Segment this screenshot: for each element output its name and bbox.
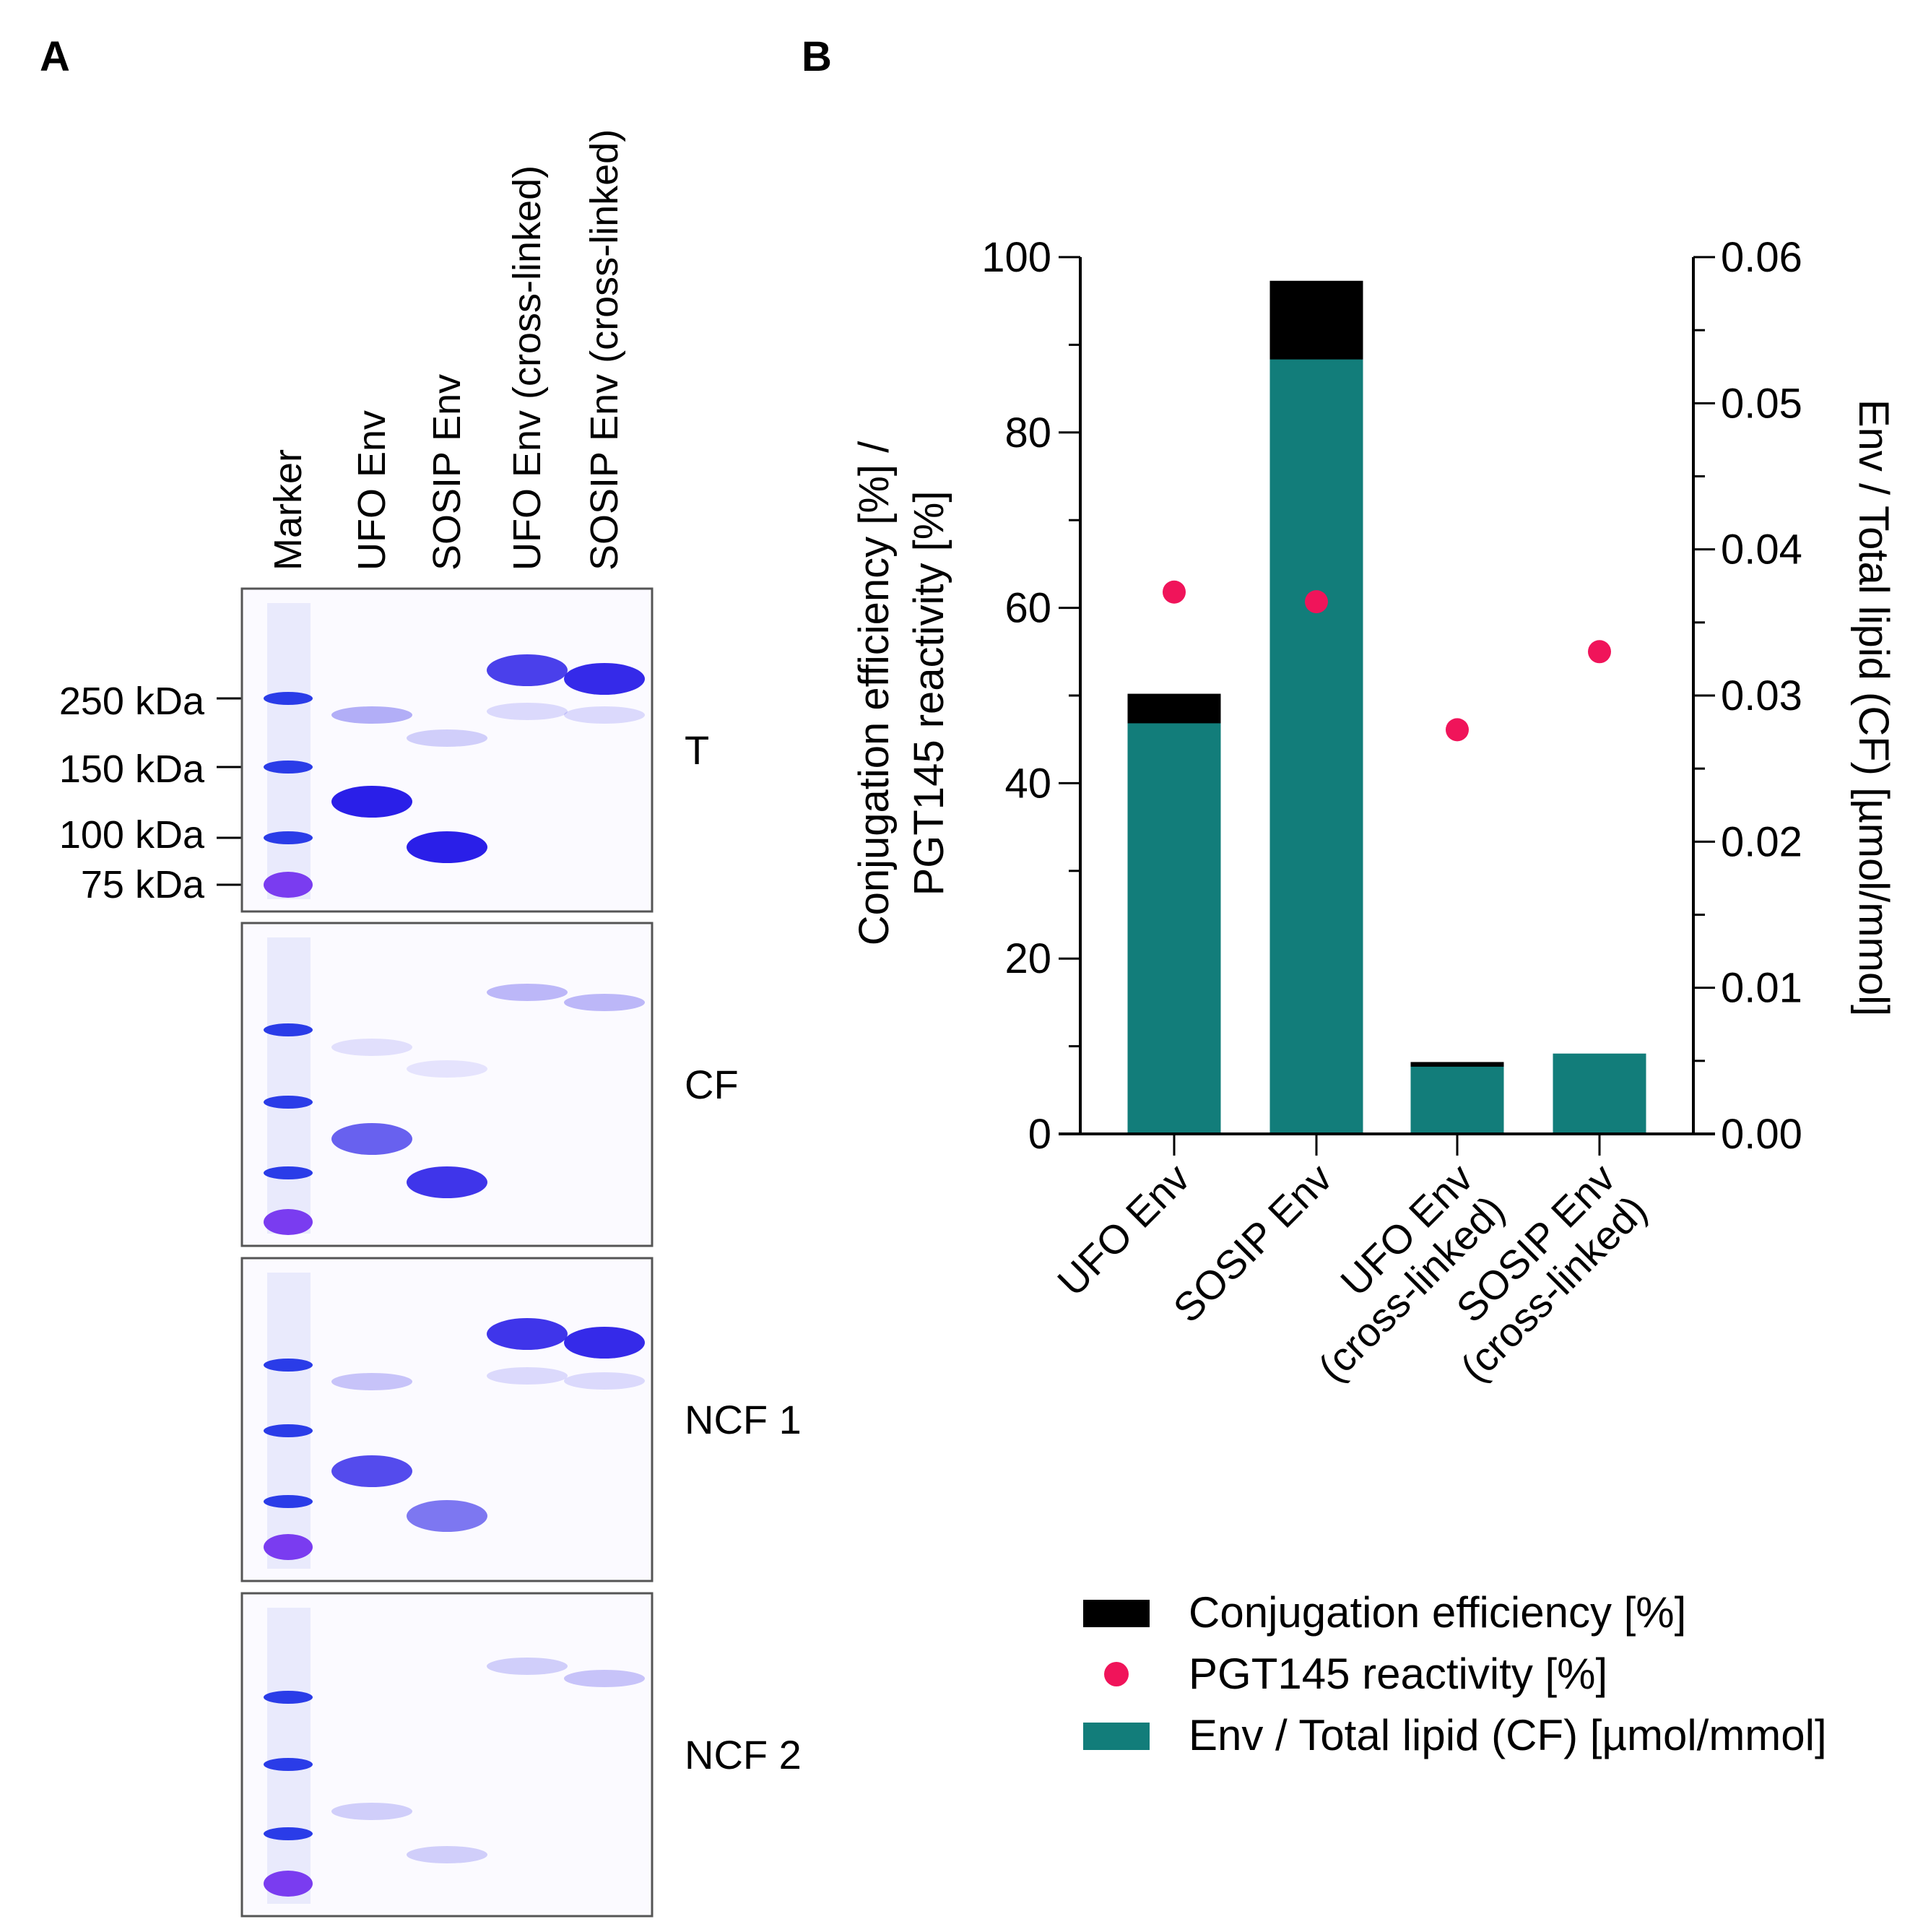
legend-label: PGT145 reactivity [%] — [1189, 1650, 1607, 1698]
gel-label: NCF 1 — [685, 1397, 802, 1442]
left-tick-label: 40 — [1004, 760, 1051, 807]
right-tick-label: 0.02 — [1721, 818, 1802, 865]
marker-band — [264, 1166, 313, 1179]
protein-band — [564, 1327, 645, 1359]
panel-b-label: B — [802, 33, 832, 80]
legend-swatch-conjugation — [1083, 1600, 1150, 1627]
marker-label: 75 kDa — [81, 863, 205, 906]
legend-swatch-pgt145 — [1104, 1662, 1129, 1686]
right-tick-label: 0.00 — [1721, 1111, 1802, 1158]
protein-band — [407, 1166, 487, 1198]
legend-swatch-env-lipid — [1083, 1723, 1150, 1750]
right-axis-label: Env / Total lipid (CF) [µmol/mmol] — [1850, 399, 1897, 1016]
right-tick-label: 0.01 — [1721, 965, 1802, 1012]
legend-label: Env / Total lipid (CF) [µmol/mmol] — [1189, 1711, 1827, 1759]
protein-band — [331, 1039, 412, 1056]
env-lipid-bar — [1127, 723, 1221, 1134]
marker-lane — [267, 937, 311, 1234]
lane-label: SOSIP Env — [425, 374, 469, 571]
left-tick-label: 20 — [1004, 935, 1051, 982]
pgt145-point — [1305, 590, 1328, 614]
protein-band — [331, 1803, 412, 1820]
protein-band — [564, 663, 645, 695]
lane-label: Marker — [266, 449, 310, 571]
right-tick-label: 0.03 — [1721, 672, 1802, 719]
protein-band — [487, 1367, 568, 1385]
env-lipid-bar — [1269, 359, 1363, 1135]
marker-band — [264, 1424, 313, 1437]
pgt145-point — [1446, 718, 1469, 742]
protein-band — [331, 1123, 412, 1155]
marker-band — [264, 761, 313, 774]
protein-band — [564, 706, 645, 724]
right-tick-label: 0.06 — [1721, 234, 1802, 281]
protein-band — [407, 1846, 487, 1863]
pgt145-point — [1588, 640, 1611, 664]
marker-band — [264, 1209, 313, 1235]
legend-label: Conjugation efficiency [%] — [1189, 1588, 1686, 1637]
marker-label: 250 kDa — [59, 680, 205, 723]
pgt145-point — [1163, 580, 1186, 604]
gel-label: NCF 2 — [685, 1732, 802, 1777]
right-tick-label: 0.04 — [1721, 527, 1802, 573]
lane-label: UFO Env — [350, 410, 394, 571]
right-tick-label: 0.05 — [1721, 380, 1802, 427]
env-lipid-bar — [1553, 1053, 1646, 1134]
protein-band — [407, 831, 487, 863]
marker-band — [264, 1758, 313, 1771]
lane-label: UFO Env (cross-linked) — [505, 165, 549, 571]
left-tick-label: 100 — [981, 234, 1051, 281]
protein-band — [331, 1373, 412, 1390]
marker-lane — [267, 1608, 311, 1904]
gel-panel: Marker UFO Env SOSIP Env UFO Env (cross-lin… — [59, 129, 802, 1918]
marker-band — [264, 1534, 313, 1560]
marker-band — [264, 1495, 313, 1508]
env-lipid-bar — [1410, 1066, 1504, 1134]
protein-band — [487, 984, 568, 1001]
x-tick-label: UFO Env — [1049, 1155, 1198, 1304]
marker-lane — [267, 1273, 311, 1569]
marker-band — [264, 692, 313, 705]
gel-label: T — [685, 727, 709, 773]
left-axis-label: Conjugation efficiency [%] / PGT145 react… — [851, 441, 952, 945]
left-tick-label: 0 — [1028, 1111, 1051, 1158]
marker-lane — [267, 603, 311, 899]
protein-band — [487, 1658, 568, 1675]
protein-band — [487, 654, 568, 686]
protein-band — [331, 786, 412, 818]
lane-label: SOSIP Env (cross-linked) — [583, 129, 626, 571]
protein-band — [487, 1318, 568, 1350]
marker-band — [264, 831, 313, 844]
protein-band — [564, 994, 645, 1011]
protein-band — [407, 1500, 487, 1532]
protein-band — [331, 1455, 412, 1487]
left-tick-label: 80 — [1004, 410, 1051, 456]
marker-band — [264, 1096, 313, 1109]
protein-band — [564, 1670, 645, 1687]
marker-label: 100 kDa — [59, 813, 205, 857]
protein-band — [564, 1372, 645, 1390]
marker-band — [264, 872, 313, 898]
marker-band — [264, 1023, 313, 1036]
gel-label: CF — [685, 1062, 739, 1107]
marker-band — [264, 1691, 313, 1704]
marker-band — [264, 1359, 313, 1372]
protein-band — [407, 729, 487, 747]
marker-label: 150 kDa — [59, 748, 205, 791]
panel-a-label: A — [40, 33, 70, 80]
marker-band — [264, 1827, 313, 1840]
marker-band — [264, 1871, 313, 1897]
protein-band — [331, 706, 412, 724]
left-tick-label: 60 — [1004, 585, 1051, 632]
protein-band — [487, 703, 568, 720]
protein-band — [407, 1060, 487, 1078]
